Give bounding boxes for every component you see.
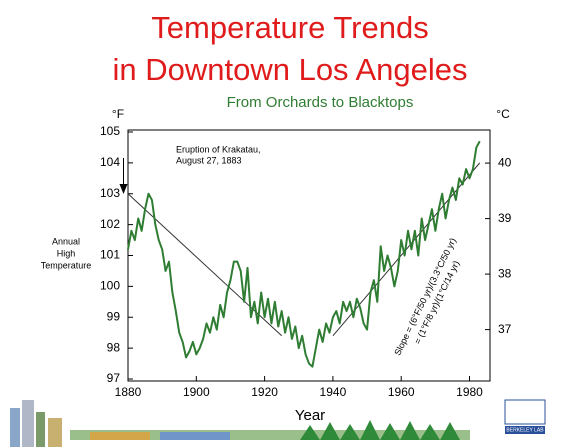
y-tick-label: 98 (107, 340, 121, 354)
building (22, 400, 34, 447)
annotation: August 27, 1883 (176, 155, 242, 165)
y2-tick-label: 37 (498, 322, 512, 336)
x-tick-label: 1940 (320, 385, 347, 399)
y-tick-label: 102 (100, 217, 120, 231)
x-tick-label: 1980 (456, 385, 483, 399)
building (10, 408, 20, 447)
y-tick-label: 105 (100, 124, 120, 138)
x-tick-label: 1960 (388, 385, 415, 399)
building (36, 412, 45, 447)
skyline: BERKELEY LAB (10, 400, 545, 447)
y2-tick-label: 38 (498, 266, 512, 280)
x-label: Year (295, 407, 325, 424)
y-tick-label: 104 (100, 155, 120, 169)
y-label: Annual (52, 236, 80, 246)
x-tick-label: 1900 (183, 385, 210, 399)
y-tick-label: 97 (107, 371, 121, 385)
y-label: Temperature (41, 260, 92, 270)
chart-title: in Downtown Los Angeles (112, 52, 467, 87)
y2-tick-label: 40 (498, 155, 512, 169)
chart-title: Temperature Trends (151, 10, 428, 45)
x-tick-label: 1920 (251, 385, 278, 399)
logo-text: BERKELEY LAB (506, 427, 544, 433)
y-tick-label: 100 (100, 279, 120, 293)
building (48, 418, 62, 447)
y-tick-label: 103 (100, 186, 120, 200)
y2-unit: °C (496, 107, 510, 121)
chart-subtitle: From Orchards to Blacktops (227, 94, 414, 111)
y-tick-label: 99 (107, 309, 121, 323)
annotation: Eruption of Krakatau, (176, 144, 261, 154)
houses (90, 432, 150, 440)
logo-frame (505, 400, 545, 424)
x-tick-label: 1880 (115, 385, 142, 399)
annotation-arrowhead (119, 184, 127, 194)
houses (160, 432, 230, 440)
y2-tick-label: 39 (498, 211, 512, 225)
y-label: High (57, 248, 76, 258)
y-tick-label: 101 (100, 248, 120, 262)
y-unit: °F (112, 107, 124, 121)
chart: Temperature Trends in Downtown Los Angel… (0, 0, 580, 447)
